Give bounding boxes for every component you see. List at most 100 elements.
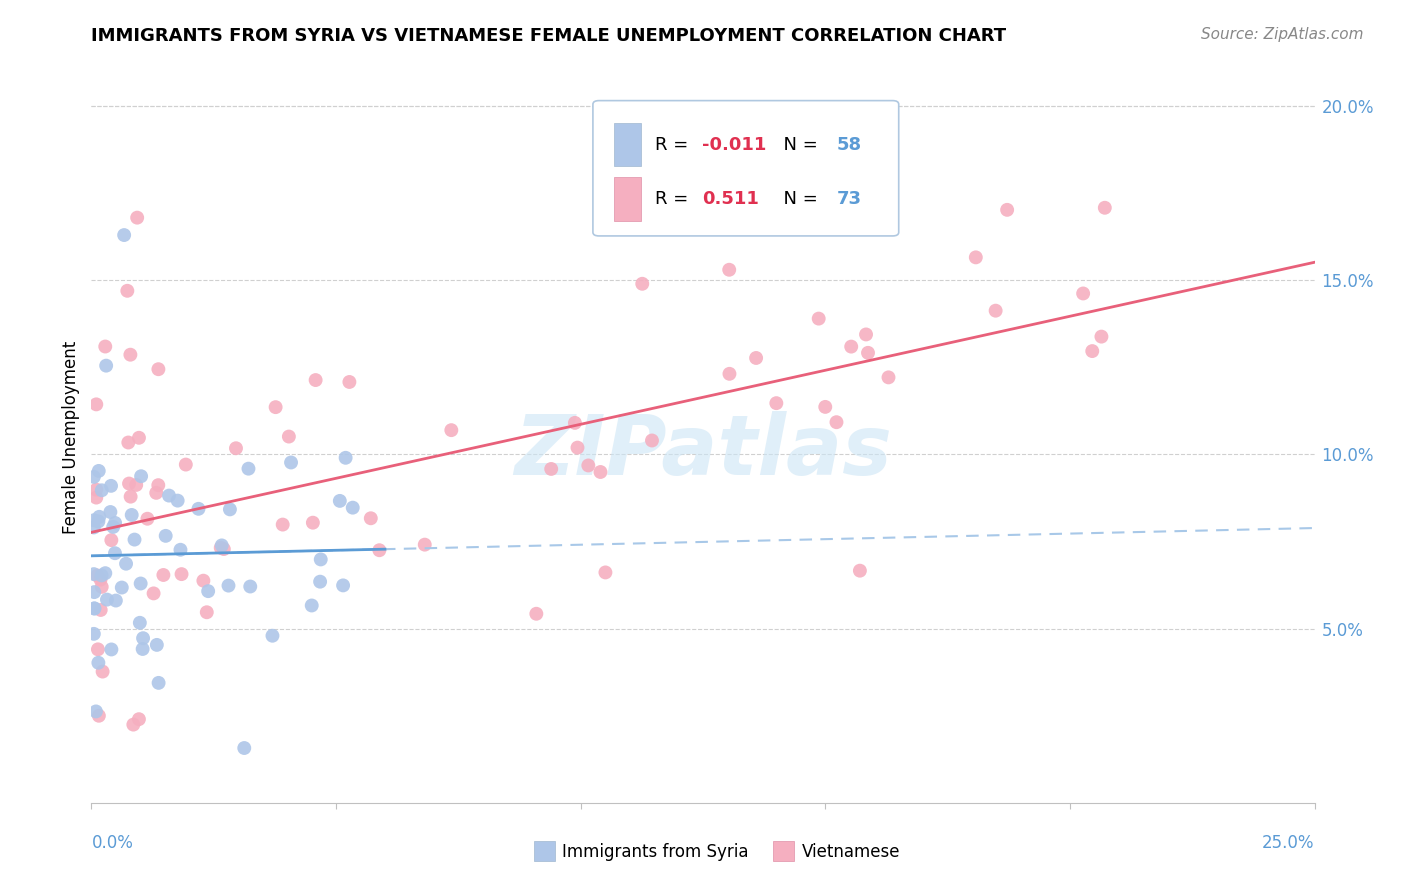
- Point: [193, 574, 215, 588]
- Point: [84, 483, 107, 497]
- Point: [120, 348, 142, 362]
- Point: [169, 542, 191, 557]
- Point: [86, 568, 108, 582]
- Point: [100, 505, 122, 519]
- Point: [187, 501, 209, 516]
- Y-axis label: Female Unemployment: Female Unemployment: [62, 341, 80, 533]
- Point: [124, 533, 146, 547]
- Point: [83, 585, 105, 599]
- Point: [238, 461, 260, 475]
- Point: [595, 566, 617, 580]
- Point: [302, 516, 325, 530]
- Point: [301, 599, 323, 613]
- Point: [718, 262, 741, 277]
- Point: [280, 455, 302, 469]
- Point: [96, 592, 118, 607]
- Point: [84, 705, 107, 719]
- Point: [984, 303, 1007, 318]
- Point: [271, 517, 294, 532]
- Point: [84, 491, 107, 505]
- Point: [209, 541, 232, 555]
- Point: [332, 578, 354, 592]
- Text: Immigrants from Syria: Immigrants from Syria: [562, 843, 749, 861]
- Point: [129, 576, 152, 591]
- Point: [87, 642, 110, 657]
- Text: R =: R =: [655, 136, 695, 153]
- Point: [89, 509, 111, 524]
- Text: N =: N =: [772, 136, 823, 153]
- Text: 0.511: 0.511: [702, 190, 759, 209]
- Point: [212, 542, 235, 557]
- Point: [335, 450, 357, 465]
- Text: R =: R =: [655, 190, 695, 209]
- Point: [218, 579, 240, 593]
- Point: [641, 434, 664, 448]
- Point: [83, 513, 105, 527]
- Point: [128, 615, 150, 630]
- Point: [90, 580, 112, 594]
- Point: [100, 533, 122, 548]
- Point: [125, 478, 148, 492]
- Point: [122, 717, 145, 731]
- Point: [115, 557, 138, 571]
- Point: [807, 311, 830, 326]
- Point: [524, 607, 547, 621]
- Point: [87, 464, 110, 478]
- Point: [90, 483, 112, 498]
- Point: [90, 603, 112, 617]
- Point: [104, 516, 127, 530]
- Point: [83, 567, 105, 582]
- Point: [146, 638, 169, 652]
- Point: [120, 490, 142, 504]
- Point: [225, 442, 247, 456]
- Point: [166, 493, 188, 508]
- Point: [112, 228, 135, 243]
- Point: [142, 586, 165, 600]
- Point: [84, 397, 107, 411]
- Point: [94, 339, 117, 353]
- Point: [576, 458, 599, 473]
- Text: Vietnamese: Vietnamese: [801, 843, 900, 861]
- Point: [877, 370, 900, 384]
- Point: [304, 373, 326, 387]
- Point: [329, 494, 352, 508]
- Text: 25.0%: 25.0%: [1263, 834, 1315, 852]
- Point: [440, 423, 463, 437]
- Point: [765, 396, 787, 410]
- Point: [745, 351, 768, 365]
- Point: [83, 601, 105, 615]
- Point: [1071, 286, 1094, 301]
- Text: 0.0%: 0.0%: [91, 834, 134, 852]
- Text: 73: 73: [837, 190, 862, 209]
- Text: IMMIGRANTS FROM SYRIA VS VIETNAMESE FEMALE UNEMPLOYMENT CORRELATION CHART: IMMIGRANTS FROM SYRIA VS VIETNAMESE FEMA…: [91, 27, 1007, 45]
- Text: N =: N =: [772, 190, 823, 209]
- Point: [87, 515, 110, 529]
- Point: [589, 465, 612, 479]
- Point: [855, 327, 877, 342]
- Point: [1094, 201, 1116, 215]
- Point: [104, 546, 127, 560]
- Point: [1081, 344, 1104, 359]
- Point: [157, 489, 180, 503]
- Point: [995, 202, 1018, 217]
- Point: [94, 566, 117, 581]
- Point: [856, 346, 879, 360]
- Text: 58: 58: [837, 136, 862, 153]
- Point: [814, 400, 837, 414]
- Point: [239, 580, 262, 594]
- Point: [262, 629, 284, 643]
- Point: [825, 415, 848, 429]
- Point: [91, 665, 114, 679]
- Point: [718, 367, 741, 381]
- Point: [368, 543, 391, 558]
- Text: ZIPatlas: ZIPatlas: [515, 411, 891, 492]
- Point: [103, 520, 125, 534]
- Point: [219, 502, 242, 516]
- Bar: [613, 122, 641, 167]
- Point: [148, 478, 170, 492]
- Point: [839, 340, 862, 354]
- Point: [83, 470, 105, 484]
- Point: [197, 584, 219, 599]
- Point: [83, 601, 105, 615]
- Point: [540, 462, 562, 476]
